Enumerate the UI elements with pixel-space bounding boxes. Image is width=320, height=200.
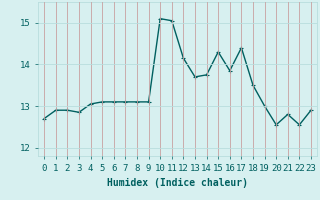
X-axis label: Humidex (Indice chaleur): Humidex (Indice chaleur) [107, 178, 248, 188]
